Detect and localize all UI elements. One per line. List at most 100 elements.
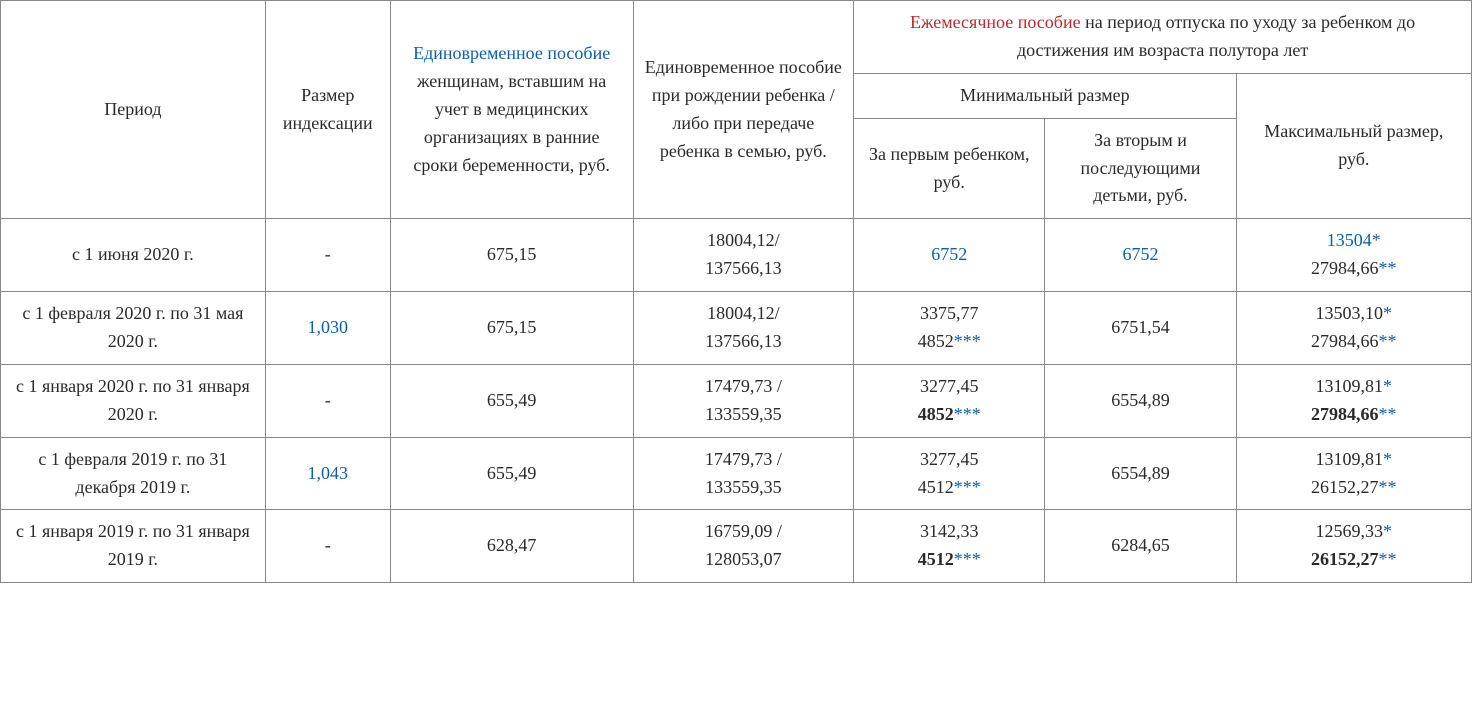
max-line2: 26152,27 bbox=[1311, 477, 1379, 497]
header-min-size: Минимальный размер bbox=[854, 73, 1236, 118]
header-second-child: За вторым и последующими детьми, руб. bbox=[1045, 118, 1236, 219]
max-line1-star: * bbox=[1383, 376, 1392, 396]
max-line2: 27984,66 bbox=[1311, 258, 1379, 278]
cell-second-child: 6751,54 bbox=[1045, 292, 1236, 365]
header-monthly-link[interactable]: Ежемесячное пособие bbox=[910, 12, 1081, 32]
table-body: с 1 июня 2020 г.-675,1518004,12/137566,1… bbox=[1, 219, 1472, 583]
cell-onetime-birth: 17479,73 /133559,35 bbox=[633, 364, 854, 437]
cell-onetime-medical: 628,47 bbox=[390, 510, 633, 583]
max-line1: 12569,33 bbox=[1316, 521, 1384, 541]
first-line2-star: *** bbox=[954, 549, 981, 569]
table-row: с 1 июня 2020 г.-675,1518004,12/137566,1… bbox=[1, 219, 1472, 292]
second-value: 6554,89 bbox=[1111, 390, 1170, 410]
cell-onetime-birth: 16759,09 / 128053,07 bbox=[633, 510, 854, 583]
max-line2-star: ** bbox=[1379, 404, 1397, 424]
cell-onetime-birth: 18004,12/137566,13 bbox=[633, 219, 854, 292]
max-line1: 13109,81 bbox=[1316, 376, 1384, 396]
header-onetime-medical-link[interactable]: Единовременное пособие bbox=[413, 43, 610, 63]
second-value: 6752 bbox=[1122, 244, 1158, 264]
cell-first-child: 3142,33 4512*** bbox=[854, 510, 1045, 583]
first-line1: 3142,33 bbox=[920, 521, 979, 541]
header-monthly: Ежемесячное пособие на период отпуска по… bbox=[854, 1, 1472, 74]
first-line2-star: *** bbox=[954, 404, 981, 424]
max-line1-star: * bbox=[1383, 303, 1392, 323]
header-max-size: Максимальный размер, руб. bbox=[1236, 73, 1471, 219]
header-period: Период bbox=[1, 1, 266, 219]
max-line1-star: * bbox=[1383, 521, 1392, 541]
max-line1: 13503,10 bbox=[1316, 303, 1384, 323]
first-line1: 3375,77 bbox=[920, 303, 979, 323]
cell-first-child: 6752 bbox=[854, 219, 1045, 292]
birth-line2: 137566,13 bbox=[705, 331, 782, 351]
cell-second-child: 6554,89 bbox=[1045, 364, 1236, 437]
cell-first-child: 3277,45 4852*** bbox=[854, 364, 1045, 437]
header-first-child: За первым ребенком, руб. bbox=[854, 118, 1045, 219]
cell-index: 1,043 bbox=[265, 437, 390, 510]
first-line1: 3277,45 bbox=[920, 376, 979, 396]
birth-line1: 16759,09 / bbox=[705, 521, 782, 541]
first-line2-star: *** bbox=[954, 331, 981, 351]
max-line1-star: * bbox=[1372, 230, 1381, 250]
table-row: с 1 января 2020 г. по 31 января 2020 г.-… bbox=[1, 364, 1472, 437]
max-line1: 13504 bbox=[1327, 230, 1372, 250]
cell-second-child: 6752 bbox=[1045, 219, 1236, 292]
first-line1: 3277,45 bbox=[920, 449, 979, 469]
first-value: 6752 bbox=[931, 244, 967, 264]
first-line2-star: *** bbox=[954, 477, 981, 497]
cell-index: 1,030 bbox=[265, 292, 390, 365]
cell-index: - bbox=[265, 510, 390, 583]
table-row: с 1 февраля 2019 г. по 31 декабря 2019 г… bbox=[1, 437, 1472, 510]
first-line2: 4852 bbox=[918, 404, 954, 424]
cell-max-size: 13109,81*26152,27** bbox=[1236, 437, 1471, 510]
max-line1: 13109,81 bbox=[1316, 449, 1384, 469]
cell-max-size: 13109,81*27984,66** bbox=[1236, 364, 1471, 437]
table-row: с 1 февраля 2020 г. по 31 мая 2020 г.1,0… bbox=[1, 292, 1472, 365]
birth-line2: 128053,07 bbox=[705, 549, 782, 569]
benefits-table: Период Размер индексации Единовременное … bbox=[0, 0, 1472, 583]
max-line2-star: ** bbox=[1379, 549, 1397, 569]
max-line2-star: ** bbox=[1379, 331, 1397, 351]
cell-onetime-birth: 17479,73 / 133559,35 bbox=[633, 437, 854, 510]
second-value: 6284,65 bbox=[1111, 535, 1170, 555]
birth-line1: 17479,73 / bbox=[705, 449, 782, 469]
max-line2: 26152,27 bbox=[1311, 549, 1379, 569]
max-line2-star: ** bbox=[1379, 477, 1397, 497]
cell-onetime-birth: 18004,12/137566,13 bbox=[633, 292, 854, 365]
cell-max-size: 12569,33*26152,27** bbox=[1236, 510, 1471, 583]
cell-max-size: 13504* 27984,66** bbox=[1236, 219, 1471, 292]
cell-period: с 1 января 2019 г. по 31 января 2019 г. bbox=[1, 510, 266, 583]
max-line2-star: ** bbox=[1379, 258, 1397, 278]
birth-line2: 133559,35 bbox=[705, 404, 782, 424]
first-line2: 4512 bbox=[918, 549, 954, 569]
cell-onetime-medical: 655,49 bbox=[390, 437, 633, 510]
max-line2: 27984,66 bbox=[1311, 404, 1379, 424]
birth-line2: 133559,35 bbox=[705, 477, 782, 497]
cell-onetime-medical: 675,15 bbox=[390, 219, 633, 292]
header-onetime-birth: Единовременное пособие при рождении ребе… bbox=[633, 1, 854, 219]
first-line2: 4512 bbox=[918, 477, 954, 497]
cell-second-child: 6284,65 bbox=[1045, 510, 1236, 583]
header-index-size: Размер индексации bbox=[265, 1, 390, 219]
birth-line2: 137566,13 bbox=[705, 258, 782, 278]
first-line2: 4852 bbox=[918, 331, 954, 351]
header-onetime-medical-rest: женщинам, вставшим на учет в медицинских… bbox=[413, 71, 610, 175]
max-line2: 27984,66 bbox=[1311, 331, 1379, 351]
second-value: 6751,54 bbox=[1111, 317, 1170, 337]
max-line1-star: * bbox=[1383, 449, 1392, 469]
second-value: 6554,89 bbox=[1111, 463, 1170, 483]
cell-max-size: 13503,10*27984,66** bbox=[1236, 292, 1471, 365]
cell-period: с 1 февраля 2019 г. по 31 декабря 2019 г… bbox=[1, 437, 266, 510]
cell-second-child: 6554,89 bbox=[1045, 437, 1236, 510]
cell-index: - bbox=[265, 364, 390, 437]
cell-first-child: 3277,45 4512*** bbox=[854, 437, 1045, 510]
cell-index: - bbox=[265, 219, 390, 292]
birth-line1: 18004,12/ bbox=[707, 230, 780, 250]
cell-onetime-medical: 655,49 bbox=[390, 364, 633, 437]
cell-onetime-medical: 675,15 bbox=[390, 292, 633, 365]
table-row: с 1 января 2019 г. по 31 января 2019 г.-… bbox=[1, 510, 1472, 583]
birth-line1: 18004,12/ bbox=[707, 303, 780, 323]
table-head: Период Размер индексации Единовременное … bbox=[1, 1, 1472, 219]
cell-period: с 1 февраля 2020 г. по 31 мая 2020 г. bbox=[1, 292, 266, 365]
cell-first-child: 3375,77 4852*** bbox=[854, 292, 1045, 365]
cell-period: с 1 января 2020 г. по 31 января 2020 г. bbox=[1, 364, 266, 437]
